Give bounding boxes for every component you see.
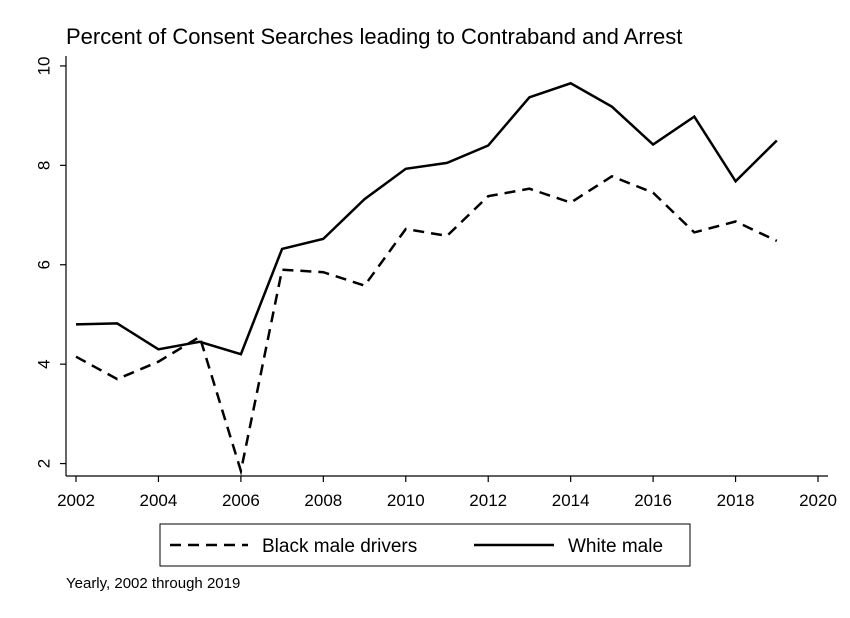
x-tick-label: 2016: [634, 491, 672, 510]
x-tick-label: 2012: [469, 491, 507, 510]
x-tick-label: 2006: [222, 491, 260, 510]
x-tick-label: 2004: [140, 491, 178, 510]
x-tick-label: 2018: [717, 491, 755, 510]
series-line-black-male-drivers: [75, 174, 778, 477]
legend: Black male drivers White male: [159, 523, 691, 567]
y-tick-label: 8: [35, 161, 54, 170]
legend-label-white-male: White male: [568, 536, 663, 557]
x-tick-label: 2020: [799, 491, 837, 510]
y-tick-label: 4: [35, 359, 54, 368]
series-line-white-male: [75, 81, 778, 356]
y-tick-label: 10: [35, 56, 54, 75]
x-tick-label: 2010: [387, 491, 425, 510]
series-layer: [75, 81, 778, 477]
x-tick-label: 2014: [552, 491, 590, 510]
legend-label-black-male-drivers: Black male drivers: [262, 536, 417, 557]
axes: 2002 2004 2006 2008 2010 2012 2014 2016 2018 2020…: [35, 56, 837, 510]
chart-note: Yearly, 2002 through 2019: [66, 575, 240, 592]
chart-title: Percent of Consent Searches leading to C…: [66, 24, 682, 49]
x-tick-label: 2002: [57, 491, 95, 510]
y-tick-label: 2: [35, 459, 54, 468]
legend-box: [159, 523, 691, 567]
y-tick-label: 6: [35, 260, 54, 269]
x-tick-label: 2008: [304, 491, 342, 510]
